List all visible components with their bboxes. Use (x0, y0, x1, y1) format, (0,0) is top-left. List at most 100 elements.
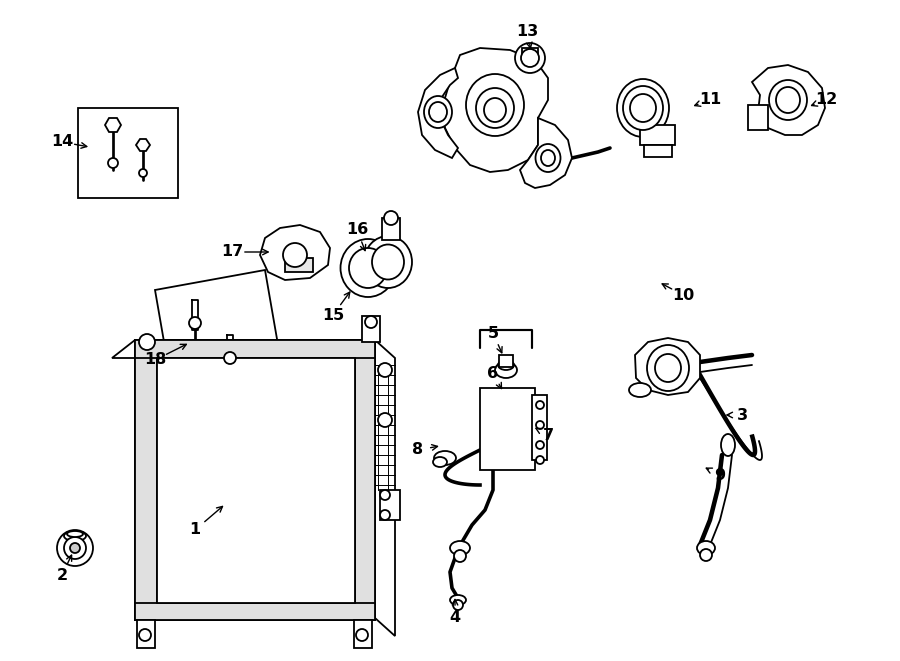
Polygon shape (480, 388, 535, 470)
Ellipse shape (630, 94, 656, 122)
Ellipse shape (67, 531, 83, 537)
Polygon shape (375, 340, 395, 636)
Ellipse shape (655, 354, 681, 382)
Ellipse shape (433, 457, 447, 467)
Polygon shape (418, 68, 458, 158)
Polygon shape (260, 225, 330, 280)
Bar (137, 620, 155, 648)
Circle shape (139, 629, 151, 641)
Ellipse shape (541, 150, 555, 166)
Bar (355, 340, 375, 620)
Text: 4: 4 (449, 611, 461, 625)
Bar (380, 490, 400, 520)
Text: 11: 11 (699, 93, 721, 108)
Ellipse shape (484, 98, 506, 122)
Polygon shape (635, 338, 700, 395)
Circle shape (283, 243, 307, 267)
Ellipse shape (466, 74, 524, 136)
Text: 18: 18 (144, 352, 166, 368)
Bar (362, 316, 380, 342)
Ellipse shape (776, 87, 800, 113)
Text: 10: 10 (672, 288, 694, 303)
Circle shape (64, 537, 86, 559)
Polygon shape (442, 48, 548, 172)
Text: 1: 1 (189, 522, 201, 537)
Ellipse shape (424, 96, 452, 128)
Circle shape (139, 334, 155, 350)
Circle shape (384, 211, 398, 225)
Circle shape (139, 169, 147, 177)
Circle shape (365, 316, 377, 328)
Circle shape (453, 600, 463, 610)
Circle shape (536, 421, 544, 429)
Bar (78, 108, 178, 198)
Bar (748, 105, 768, 130)
Ellipse shape (647, 345, 689, 391)
Bar (522, 48, 538, 60)
Text: 8: 8 (412, 442, 424, 457)
Ellipse shape (617, 79, 669, 137)
Ellipse shape (349, 248, 387, 288)
Text: 7: 7 (543, 428, 553, 442)
Text: 16: 16 (346, 223, 368, 237)
Polygon shape (155, 270, 285, 405)
Circle shape (224, 352, 236, 364)
Ellipse shape (434, 451, 456, 465)
Bar (382, 218, 400, 240)
Text: 13: 13 (516, 24, 538, 40)
Circle shape (536, 401, 544, 409)
Text: 3: 3 (736, 407, 748, 422)
Text: 6: 6 (488, 366, 499, 381)
Circle shape (536, 441, 544, 449)
Ellipse shape (364, 236, 412, 288)
Polygon shape (105, 118, 121, 132)
Circle shape (378, 363, 392, 377)
Bar (640, 125, 675, 145)
Circle shape (536, 456, 544, 464)
Ellipse shape (623, 86, 663, 130)
Circle shape (378, 413, 392, 427)
Ellipse shape (64, 531, 86, 541)
Circle shape (380, 510, 390, 520)
Ellipse shape (697, 541, 715, 555)
Ellipse shape (450, 541, 470, 555)
Text: 15: 15 (322, 307, 344, 323)
Text: 2: 2 (57, 568, 68, 582)
Bar (644, 145, 672, 157)
Polygon shape (752, 65, 825, 135)
Ellipse shape (498, 360, 514, 370)
Bar (135, 603, 375, 620)
Text: 5: 5 (488, 325, 499, 340)
Bar (135, 340, 375, 358)
Polygon shape (136, 139, 150, 151)
Ellipse shape (536, 144, 561, 172)
Bar (135, 340, 157, 620)
Circle shape (356, 629, 368, 641)
Ellipse shape (340, 239, 395, 297)
Circle shape (189, 317, 201, 329)
Bar (532, 395, 547, 460)
Circle shape (380, 490, 390, 500)
Circle shape (521, 49, 539, 67)
Circle shape (454, 550, 466, 562)
Bar (499, 355, 513, 367)
Circle shape (515, 43, 545, 73)
Ellipse shape (429, 102, 447, 122)
Ellipse shape (629, 383, 651, 397)
Polygon shape (520, 118, 572, 188)
Polygon shape (112, 340, 375, 358)
Ellipse shape (450, 595, 466, 605)
Bar (157, 358, 355, 603)
Circle shape (108, 158, 118, 168)
Circle shape (700, 549, 712, 561)
Ellipse shape (372, 245, 404, 280)
Polygon shape (135, 340, 375, 620)
Circle shape (70, 543, 80, 553)
Text: 9: 9 (715, 467, 725, 483)
Circle shape (57, 530, 93, 566)
Text: 14: 14 (51, 134, 73, 149)
Ellipse shape (769, 80, 807, 120)
Text: 17: 17 (220, 245, 243, 260)
Bar (285, 258, 313, 272)
Text: 12: 12 (814, 93, 837, 108)
